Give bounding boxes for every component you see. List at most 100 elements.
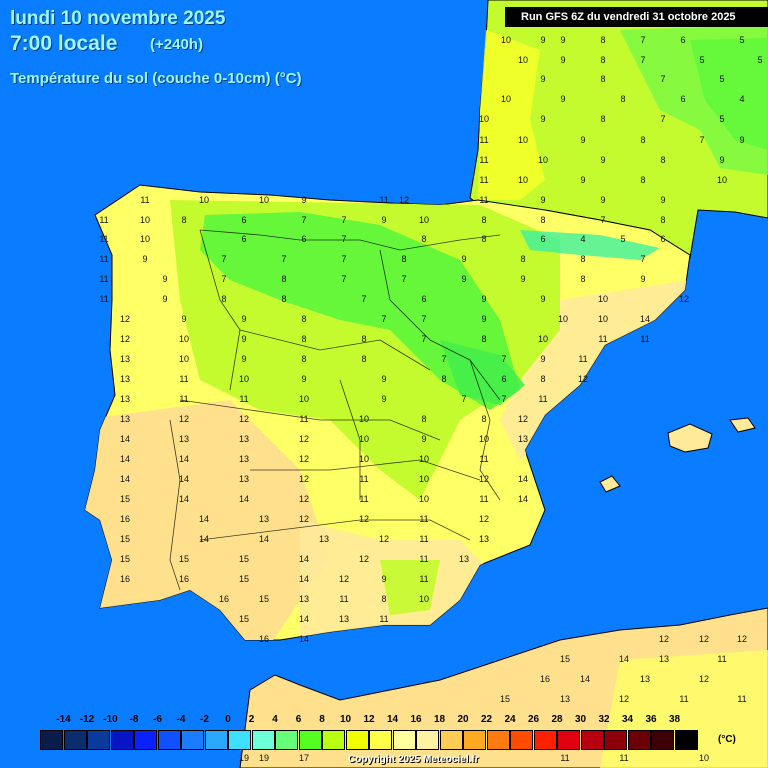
legend-swatch [486, 730, 510, 750]
grid-value-label: 8 [520, 254, 525, 264]
grid-value-label: 7 [600, 215, 605, 225]
grid-value-label: 14 [259, 534, 269, 544]
grid-value-label: 9 [660, 195, 665, 205]
grid-value-label: 15 [179, 554, 189, 564]
grid-value-label: 7 [401, 274, 406, 284]
legend-swatch [40, 730, 63, 750]
grid-value-label: 8 [181, 215, 186, 225]
grid-value-label: 13 [239, 474, 249, 484]
grid-value-label: 9 [162, 274, 167, 284]
grid-value-label: 8 [540, 215, 545, 225]
grid-value-label: 10 [479, 114, 489, 124]
grid-value-label: 10 [558, 314, 568, 324]
grid-value-label: 9 [540, 35, 545, 45]
grid-value-label: 13 [479, 534, 489, 544]
grid-value-label: 12 [699, 634, 709, 644]
grid-value-label: 14 [299, 574, 309, 584]
grid-value-label: 7 [361, 294, 366, 304]
grid-value-label: 10 [239, 374, 249, 384]
pyrenees-cool-zone [520, 230, 660, 260]
grid-value-label: 7 [221, 254, 226, 264]
grid-value-label: 13 [319, 534, 329, 544]
grid-value-label: 8 [301, 334, 306, 344]
grid-value-label: 7 [421, 334, 426, 344]
ibiza-island [599, 475, 621, 493]
grid-value-label: 10 [479, 434, 489, 444]
grid-value-label: 9 [540, 354, 545, 364]
grid-value-label: 14 [299, 634, 309, 644]
grid-value-label: 9 [540, 195, 545, 205]
grid-value-label: 5 [699, 55, 704, 65]
grid-value-label: 12 [619, 694, 629, 704]
grid-value-label: 11 [359, 474, 368, 484]
color-scale-legend: (°C) Copyright 2025 Meteociel.fr -14 -12-… [0, 710, 768, 768]
grid-value-label: 15 [560, 654, 570, 664]
grid-value-label: 9 [540, 114, 545, 124]
grid-value-label: 12 [120, 314, 130, 324]
grid-value-label: 5 [739, 35, 744, 45]
grid-value-label: 7 [221, 274, 226, 284]
grid-value-label: 9 [520, 274, 525, 284]
legend-swatch [463, 730, 486, 750]
grid-value-label: 13 [659, 654, 669, 664]
grid-value-label: 10 [518, 135, 528, 145]
parameter-title: Température du sol (couche 0-10cm) (°C) [10, 70, 302, 87]
grid-value-label: 12 [299, 454, 309, 464]
grid-value-label: 10 [359, 414, 369, 424]
grid-value-label: 12 [479, 474, 489, 484]
grid-value-label: 11 [239, 394, 248, 404]
grid-value-label: 13 [239, 434, 249, 444]
grid-value-label: 11 [419, 554, 428, 564]
grid-value-label: 9 [241, 334, 246, 344]
grid-value-label: 11 [339, 594, 348, 604]
grid-value-label: 11 [598, 334, 607, 344]
grid-value-label: 14 [299, 614, 309, 624]
grid-value-label: 12 [699, 674, 709, 684]
grid-value-label: 14 [179, 454, 189, 464]
legend-tick-label: 18 [433, 714, 446, 725]
grid-value-label: 13 [299, 594, 309, 604]
grid-value-label: 12 [679, 294, 689, 304]
legend-tick-label: 30 [574, 714, 587, 725]
grid-value-label: 11 [538, 394, 547, 404]
grid-value-label: 11 [379, 195, 388, 205]
grid-value-label: 11 [419, 574, 428, 584]
grid-value-label: 11 [479, 135, 488, 145]
grid-value-label: 8 [620, 94, 625, 104]
grid-value-label: 4 [580, 234, 585, 244]
grid-value-label: 7 [341, 254, 346, 264]
grid-value-label: 5 [719, 74, 724, 84]
grid-value-label: 10 [419, 215, 429, 225]
grid-value-label: 9 [381, 574, 386, 584]
grid-value-label: 11 [717, 654, 726, 664]
southwest-warm-zone [85, 400, 330, 640]
grid-value-label: 6 [501, 374, 506, 384]
grid-value-label: 6 [660, 234, 665, 244]
grid-value-label: 7 [640, 254, 645, 264]
grid-value-label: 14 [299, 554, 309, 564]
grid-value-label: 19 [239, 753, 249, 763]
grid-value-label: 14 [199, 514, 209, 524]
grid-value-label: 10 [359, 454, 369, 464]
forecast-time: 7:00 locale [10, 32, 118, 55]
grid-value-label: 9 [640, 274, 645, 284]
grid-value-label: 11 [479, 155, 488, 165]
legend-tick-label: 32 [598, 714, 610, 725]
grid-value-label: 11 [619, 753, 628, 763]
grid-value-label: 8 [600, 114, 605, 124]
grid-value-label: 9 [381, 215, 386, 225]
grid-value-label: 13 [560, 694, 570, 704]
grid-value-label: 14 [640, 314, 650, 324]
legend-swatch [416, 730, 439, 750]
legend-tick-label: 34 [621, 714, 634, 725]
iberian-range-cool-core [440, 340, 525, 405]
sierra-nevada-lime-zone [380, 560, 440, 615]
legend-swatch [533, 730, 557, 750]
grid-value-label: 15 [120, 534, 130, 544]
legend-swatch [345, 730, 369, 750]
legend-tick-label: 28 [551, 714, 563, 725]
grid-value-label: 7 [640, 35, 645, 45]
legend-tick-label: -14 [56, 714, 71, 725]
grid-value-label: 19 [259, 753, 269, 763]
grid-value-label: 8 [600, 35, 605, 45]
